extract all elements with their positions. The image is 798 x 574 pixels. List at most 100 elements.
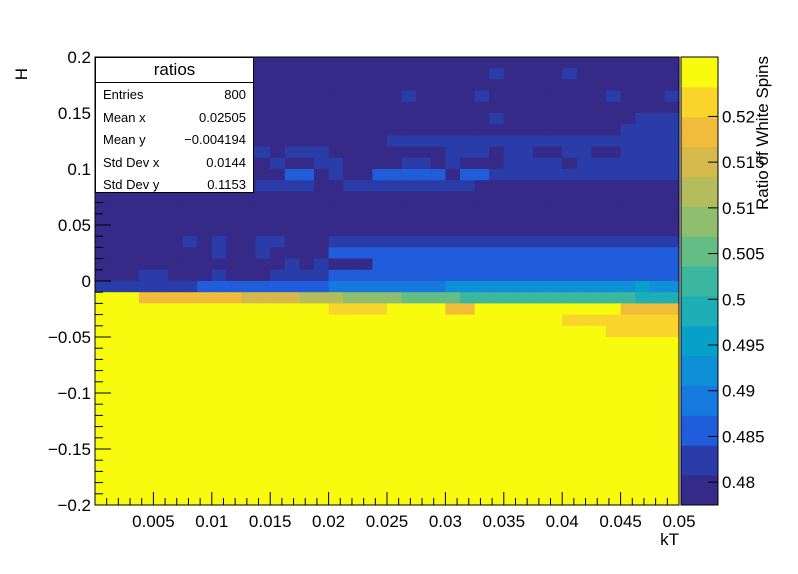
heatmap-cell — [168, 471, 184, 484]
heatmap-cell — [547, 359, 563, 372]
heatmap-cell — [547, 281, 563, 293]
heatmap-cell — [518, 135, 534, 148]
heatmap-cell — [591, 314, 607, 327]
heatmap-cell — [109, 191, 125, 204]
heatmap-cell — [314, 213, 330, 226]
heatmap-cell — [533, 57, 549, 69]
heatmap-cell — [533, 281, 549, 293]
heatmap-cell — [284, 101, 300, 114]
heatmap-cell — [620, 314, 636, 327]
heatmap-cell — [474, 225, 490, 237]
heatmap-cell — [153, 460, 169, 472]
heatmap-cell — [314, 281, 330, 293]
heatmap-cell — [489, 101, 505, 114]
heatmap-cell — [138, 471, 154, 484]
heatmap-cell — [620, 449, 636, 461]
heatmap-cell — [489, 482, 505, 495]
heatmap-cell — [387, 493, 403, 506]
heatmap-cell — [343, 68, 359, 80]
heatmap-cell — [562, 124, 578, 136]
heatmap-cell — [474, 314, 490, 327]
heatmap-cell — [314, 415, 330, 428]
heatmap-cell — [124, 303, 140, 316]
heatmap-cell — [445, 426, 461, 439]
heatmap-cell — [270, 169, 286, 181]
heatmap-cell — [255, 449, 271, 461]
heatmap-cell — [299, 482, 315, 495]
heatmap-cell — [591, 191, 607, 204]
heatmap-cell — [430, 426, 446, 439]
heatmap-cell — [357, 202, 373, 215]
heatmap-cell — [620, 135, 636, 148]
heatmap-cell — [562, 57, 578, 69]
heatmap-cell — [562, 213, 578, 226]
heatmap-cell — [211, 325, 227, 338]
heatmap-cell — [518, 191, 534, 204]
heatmap-cell — [387, 90, 403, 103]
heatmap-cell — [284, 281, 300, 293]
heatmap-cell — [387, 236, 403, 248]
heatmap-cell — [547, 303, 563, 316]
heatmap-cell — [445, 437, 461, 450]
heatmap-cell — [474, 325, 490, 338]
heatmap-cell — [255, 258, 271, 271]
axes: 0.005 0.01 0.015 0.02 0.025 0.03 0.035 0.04 0.04… — [48, 48, 696, 531]
heatmap-cell — [387, 359, 403, 372]
heatmap-cell — [445, 314, 461, 327]
heatmap-cell — [168, 202, 184, 215]
heatmap-cell — [387, 169, 403, 181]
heatmap-cell — [547, 146, 563, 159]
heatmap-cell — [197, 381, 213, 394]
heatmap-cell — [328, 381, 344, 394]
heatmap-cell — [547, 79, 563, 92]
heatmap-cell — [138, 303, 154, 316]
heatmap-cell — [576, 79, 592, 92]
heatmap-cell — [328, 247, 344, 260]
heatmap-cell — [299, 247, 315, 260]
heatmap-cell — [503, 225, 519, 237]
heatmap-cell — [372, 370, 388, 383]
heatmap-cell — [416, 281, 432, 293]
heatmap-cell — [168, 393, 184, 405]
heatmap-cell — [124, 213, 140, 226]
heatmap-cell — [138, 258, 154, 271]
y-tick-label: −0.1 — [57, 384, 91, 403]
heatmap-cell — [299, 359, 315, 372]
heatmap-cell — [138, 236, 154, 248]
heatmap-cell — [197, 247, 213, 260]
heatmap-cell — [664, 135, 680, 148]
heatmap-cell — [357, 493, 373, 506]
heatmap-cell — [460, 146, 476, 159]
heatmap-cell — [197, 292, 213, 304]
heatmap-cell — [635, 426, 651, 439]
heatmap-cell — [197, 393, 213, 405]
color-scale-swatch — [681, 415, 718, 431]
color-scale-tick-label: 0.52 — [722, 107, 755, 126]
heatmap-cell — [138, 359, 154, 372]
heatmap-cell — [182, 359, 198, 372]
heatmap-cell — [153, 381, 169, 394]
heatmap-cell — [270, 68, 286, 80]
heatmap-cell — [372, 213, 388, 226]
heatmap-cell — [372, 415, 388, 428]
heatmap-cell — [664, 57, 680, 69]
heatmap-cell — [153, 415, 169, 428]
heatmap-cell — [343, 449, 359, 461]
heatmap-cell — [576, 449, 592, 461]
heatmap-cell — [95, 337, 111, 349]
heatmap-cell — [328, 314, 344, 327]
heatmap-cell — [518, 437, 534, 450]
heatmap-cell — [168, 482, 184, 495]
heatmap-cell — [284, 325, 300, 338]
color-scale-swatch — [681, 101, 718, 118]
heatmap-cell — [182, 348, 198, 360]
heatmap-cell — [620, 124, 636, 136]
heatmap-cell — [518, 68, 534, 80]
heatmap-cell — [591, 348, 607, 360]
heatmap-cell — [620, 393, 636, 405]
heatmap-cell — [591, 303, 607, 316]
heatmap-cell — [182, 236, 198, 248]
heatmap-cell — [241, 437, 257, 450]
heatmap-cell — [489, 404, 505, 416]
heatmap-cell — [138, 449, 154, 461]
